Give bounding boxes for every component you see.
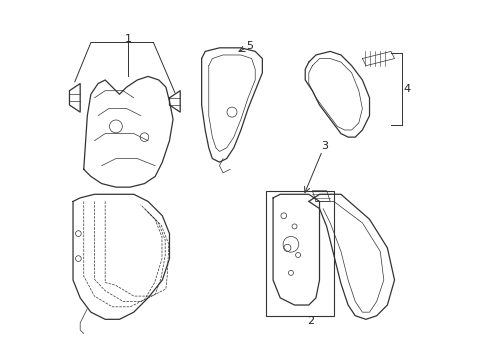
Text: 5: 5 (246, 41, 253, 51)
Bar (265, 191, 333, 316)
Text: 2: 2 (306, 316, 313, 326)
Text: 3: 3 (321, 141, 328, 151)
Text: 1: 1 (124, 34, 132, 44)
Text: 4: 4 (403, 84, 410, 94)
